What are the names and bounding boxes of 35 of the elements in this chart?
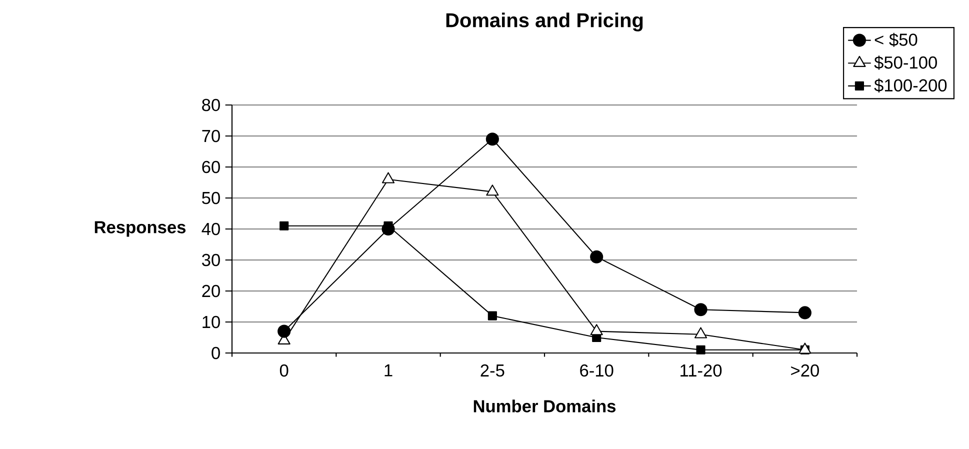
- y-tick-label: 10: [202, 316, 220, 328]
- y-tick-label: 30: [202, 254, 220, 266]
- point: [488, 311, 497, 320]
- point: [590, 250, 604, 264]
- x-tick-label: 0: [280, 364, 288, 377]
- x-tick-label: 6-10: [580, 364, 614, 377]
- y-tick-label: 40: [202, 222, 220, 236]
- point: [694, 327, 708, 338]
- point: [382, 172, 395, 184]
- point: [696, 345, 706, 354]
- y-tick-label: 70: [202, 130, 220, 142]
- point: [694, 303, 708, 316]
- legend-label: $100-200: [874, 78, 947, 93]
- point: [798, 306, 812, 320]
- y-tick-label: 60: [202, 160, 220, 174]
- point: [382, 222, 395, 236]
- y-axis-title: Responses: [94, 221, 186, 237]
- point: [280, 221, 289, 230]
- y-tick-label: 0: [212, 346, 220, 360]
- x-tick-label: >20: [791, 364, 819, 377]
- y-tick-label: 80: [202, 98, 220, 112]
- point: [798, 342, 812, 354]
- x-tick-label: 1: [384, 364, 392, 376]
- chart-title: Domains and Pricing: [446, 12, 643, 32]
- x-tick-label: 11-20: [680, 364, 722, 377]
- point: [486, 132, 499, 146]
- legend-label: $50-100: [874, 56, 937, 70]
- x-tick-label: 2-5: [480, 364, 504, 377]
- point: [486, 184, 499, 196]
- point: [590, 324, 603, 336]
- y-tick-label: 50: [202, 192, 220, 204]
- x-axis-title: Number Domains: [474, 400, 616, 412]
- legend-label: < $50: [874, 32, 918, 47]
- y-tick-label: 20: [202, 284, 220, 298]
- point: [278, 324, 291, 338]
